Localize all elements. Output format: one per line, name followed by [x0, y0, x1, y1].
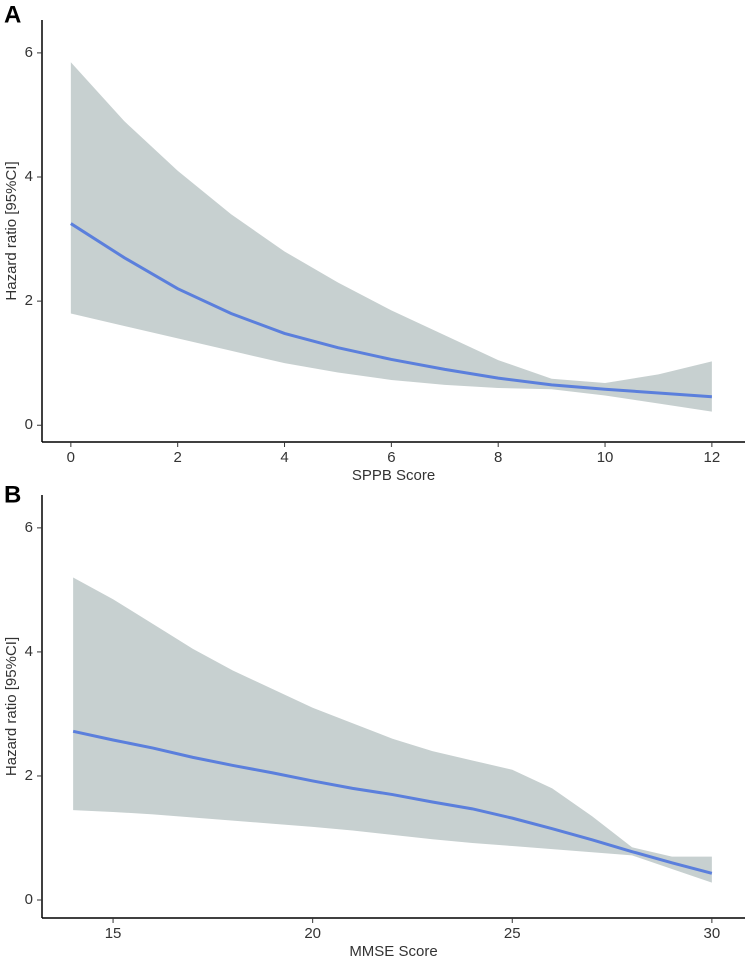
y-tick-label: 0: [25, 891, 33, 908]
x-axis-label: SPPB Score: [352, 467, 435, 484]
x-tick-label: 12: [704, 449, 721, 466]
x-tick-label: 10: [597, 449, 614, 466]
hazard-line: [70, 222, 712, 399]
hazard-line: [72, 729, 713, 875]
x-tick-label: 0: [67, 449, 75, 466]
y-tick-label: 4: [25, 643, 33, 660]
y-tick-label: 6: [25, 44, 33, 61]
panel-label: B: [4, 481, 21, 508]
y-axis-label: Hazard ratio [95%CI]: [3, 161, 20, 300]
x-tick-label: 2: [174, 449, 182, 466]
confidence-band: [73, 577, 712, 883]
x-tick-label: 25: [504, 925, 521, 942]
y-tick-label: 2: [25, 292, 33, 309]
x-tick-label: 20: [304, 925, 321, 942]
x-tick-label: 30: [704, 925, 721, 942]
y-tick-label: 2: [25, 767, 33, 784]
x-axis-label: MMSE Score: [349, 943, 437, 960]
y-tick-label: 4: [25, 168, 33, 185]
x-tick-label: 6: [387, 449, 395, 466]
panel-label: A: [4, 1, 21, 28]
y-axis-label: Hazard ratio [95%CI]: [3, 637, 20, 776]
y-tick-label: 0: [25, 416, 33, 433]
y-tick-label: 6: [25, 519, 33, 536]
x-tick-label: 15: [105, 925, 122, 942]
x-tick-label: 8: [494, 449, 502, 466]
confidence-band: [70, 62, 712, 412]
x-tick-label: 4: [280, 449, 288, 466]
